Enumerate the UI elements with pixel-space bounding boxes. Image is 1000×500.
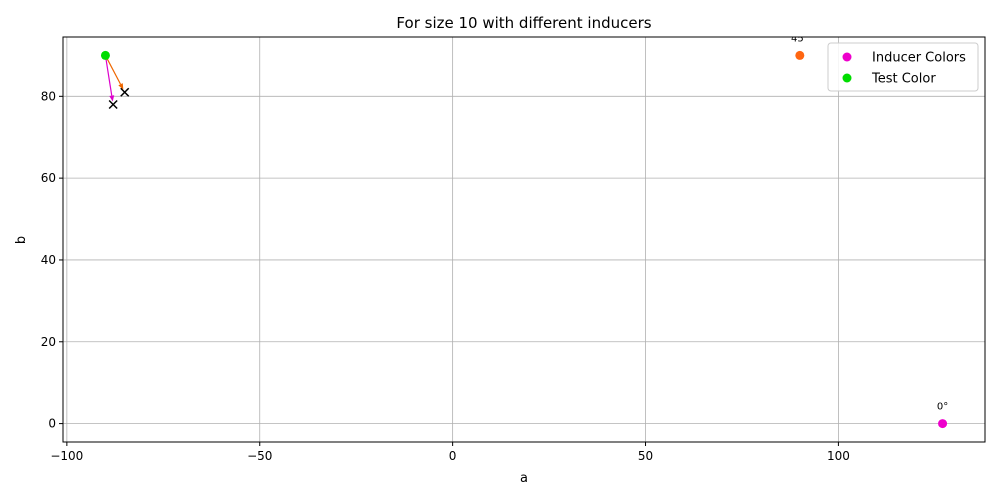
legend-label: Test Color — [871, 72, 936, 87]
x-tick-label: 50 — [638, 449, 653, 463]
x-tick-label: 100 — [827, 449, 850, 463]
shift-arrow-line — [104, 55, 113, 96]
chart-title: For size 10 with different inducers — [396, 14, 651, 32]
y-axis: 0 20 40 60 80 — [41, 89, 63, 431]
inducer-label: 0° — [937, 402, 948, 413]
legend-marker — [842, 73, 852, 83]
shift-arrow-head — [109, 95, 115, 102]
inducer-point — [938, 419, 948, 429]
y-tick-label: 60 — [41, 171, 56, 185]
test-color-point — [100, 50, 110, 60]
x-tick-label: −100 — [50, 449, 83, 463]
x-axis-label: a — [520, 471, 528, 486]
x-axis: −100 −50 0 50 100 — [50, 442, 850, 463]
legend: Inducer Colors Test Color — [827, 42, 979, 92]
x-tick-label: 0 — [449, 449, 457, 463]
y-tick-label: 0 — [48, 417, 56, 431]
shift-arrow-head — [118, 83, 124, 90]
inducer-label: 45° — [791, 33, 809, 44]
legend-box — [827, 42, 979, 92]
inducer-point — [795, 50, 805, 60]
x-tick-label: −50 — [247, 449, 272, 463]
y-tick-label: 80 — [41, 89, 56, 103]
legend-label: Inducer Colors — [872, 51, 966, 66]
shifted-point-marker — [108, 99, 118, 110]
plot-content: 0° 45° — [100, 33, 948, 429]
y-tick-label: 40 — [41, 253, 56, 267]
plot-frame — [62, 36, 986, 443]
shifted-point-marker — [120, 87, 130, 97]
legend-marker — [842, 52, 852, 62]
shift-arrow-line — [104, 55, 122, 85]
y-tick-label: 20 — [41, 335, 56, 349]
y-axis-label: b — [14, 236, 29, 244]
grid — [63, 37, 985, 442]
